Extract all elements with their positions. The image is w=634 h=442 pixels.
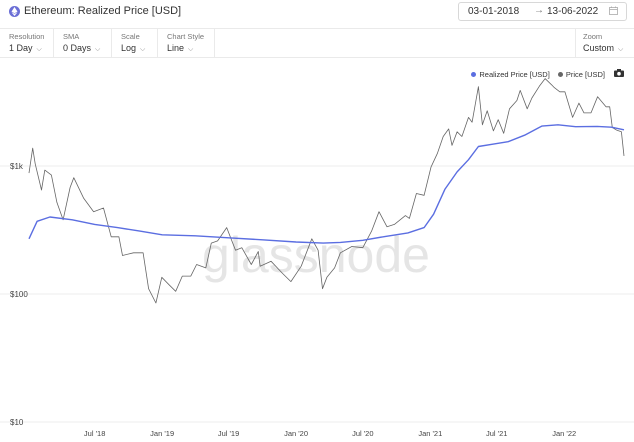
x-tick-label: Jul '18 xyxy=(84,429,105,438)
x-tick-label: Jul '20 xyxy=(352,429,373,438)
legend-swatch xyxy=(471,71,477,77)
sma-value[interactable]: 0 Days xyxy=(63,43,92,53)
chevron-down-icon: ⌵ xyxy=(36,46,42,53)
chart-controls: Resolution 1 Day ⌵ SMA 0 Days ⌵ Scale Log ⌵… xyxy=(0,28,634,58)
x-tick-label: Jan '20 xyxy=(284,429,308,438)
scale-value[interactable]: Log xyxy=(121,43,137,53)
chart-header: Ethereum: Realized Price [USD] 03-01-201… xyxy=(0,0,634,24)
date-start[interactable]: 03-01-2018 xyxy=(468,6,520,17)
legend-label: Price [USD] xyxy=(565,69,605,79)
ethereum-icon xyxy=(9,5,20,17)
x-tick-label: Jan '21 xyxy=(418,429,442,438)
chevron-down-icon: ⌵ xyxy=(188,46,194,53)
x-tick-label: Jul '21 xyxy=(486,429,507,438)
x-tick-label: Jul '19 xyxy=(218,429,239,438)
legend-item-realized[interactable]: Realized Price [USD] xyxy=(471,69,550,79)
resolution-label: Resolution xyxy=(9,32,45,41)
date-range-picker[interactable]: 03-01-2018 → 13-06-2022 xyxy=(458,2,627,21)
sma-control[interactable]: SMA 0 Days ⌵ xyxy=(54,29,112,58)
arrow-right-icon: → xyxy=(534,5,544,16)
series-line-price xyxy=(28,78,625,304)
resolution-control[interactable]: Resolution 1 Day ⌵ xyxy=(0,29,54,58)
chart-legend: Realized Price [USD] Price [USD] xyxy=(463,69,624,79)
y-tick-label: $10 xyxy=(10,418,24,427)
sma-label: SMA xyxy=(63,32,80,41)
series-line-realized-price xyxy=(28,124,625,244)
legend-swatch xyxy=(557,71,563,77)
chevron-down-icon: ⌵ xyxy=(140,46,146,53)
chart-style-control[interactable]: Chart Style Line ⌵ xyxy=(158,29,215,58)
chart-style-value[interactable]: Line xyxy=(167,43,185,53)
legend-item-price[interactable]: Price [USD] xyxy=(557,69,605,79)
zoom-label: Zoom xyxy=(583,32,603,41)
watermark-logo: glassnode xyxy=(202,227,430,283)
scale-label: Scale xyxy=(121,32,140,41)
chevron-down-icon: ⌵ xyxy=(618,46,624,53)
calendar-icon[interactable] xyxy=(609,6,618,18)
chart-style-label: Chart Style xyxy=(167,32,205,41)
camera-icon[interactable] xyxy=(614,69,624,79)
chart-title: Ethereum: Realized Price [USD] xyxy=(24,5,182,17)
date-end[interactable]: 13-06-2022 xyxy=(547,6,599,17)
scale-control[interactable]: Scale Log ⌵ xyxy=(112,29,158,58)
zoom-control[interactable]: Zoom Custom ⌵ xyxy=(575,29,634,58)
title-wrap: Ethereum: Realized Price [USD] xyxy=(9,5,181,17)
y-tick-label: $100 xyxy=(10,290,28,299)
legend-label: Realized Price [USD] xyxy=(479,69,550,79)
resolution-value[interactable]: 1 Day xyxy=(9,43,33,53)
y-tick-label: $1k xyxy=(10,162,24,171)
x-tick-label: Jan '19 xyxy=(150,429,174,438)
x-tick-label: Jan '22 xyxy=(552,429,576,438)
chevron-down-icon: ⌵ xyxy=(95,46,101,53)
zoom-value[interactable]: Custom xyxy=(583,43,615,53)
